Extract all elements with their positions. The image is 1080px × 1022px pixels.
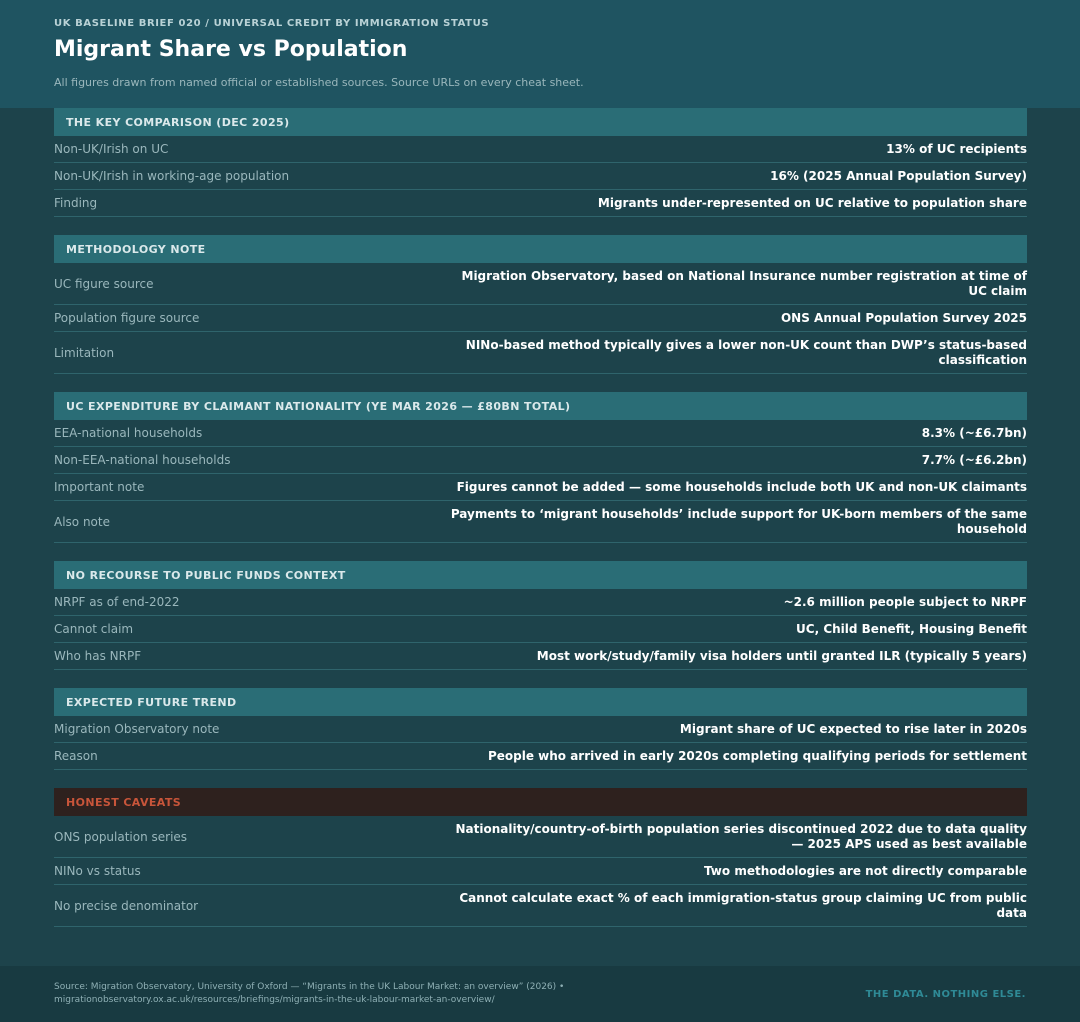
row-label: Population figure source bbox=[54, 311, 200, 325]
table-row: Reason People who arrived in early 2020s … bbox=[54, 743, 1027, 770]
row-label: Non-EEA-national households bbox=[54, 453, 231, 467]
section-heading: UC EXPENDITURE BY CLAIMANT NATIONALITY (… bbox=[54, 392, 1027, 420]
table-row: Non-EEA-national households 7.7% (~£6.2bn… bbox=[54, 447, 1027, 474]
row-value: Migrant share of UC expected to rise lat… bbox=[679, 721, 1027, 736]
row-label: Also note bbox=[54, 514, 110, 529]
row-value: Most work/study/family visa holders unti… bbox=[536, 648, 1027, 663]
table-row: NRPF as of end-2022 ~2.6 million people s… bbox=[54, 589, 1027, 616]
row-value: Migrants under-represented on UC relativ… bbox=[597, 195, 1027, 210]
page-title: Migrant Share vs Population bbox=[54, 37, 408, 62]
section-heading: THE KEY COMPARISON (DEC 2025) bbox=[54, 108, 1027, 136]
section: NO RECOURSE TO PUBLIC FUNDS CONTEXT NRPF … bbox=[54, 561, 1027, 670]
row-value: Figures cannot be added — some household… bbox=[456, 479, 1027, 494]
table-row: Non-UK/Irish on UC 13% of UC recipients bbox=[54, 136, 1027, 163]
row-label: EEA-national households bbox=[54, 426, 203, 440]
row-value: People who arrived in early 2020s comple… bbox=[487, 748, 1027, 763]
row-label: UC figure source bbox=[54, 276, 154, 291]
row-value: Nationality/country-of-birth population … bbox=[455, 821, 1027, 851]
section-heading: METHODOLOGY NOTE bbox=[54, 235, 1027, 263]
row-value: ~2.6 million people subject to NRPF bbox=[783, 594, 1027, 609]
section: HONEST CAVEATS ONS population series Natio… bbox=[54, 788, 1027, 927]
brief-kicker: UK BASELINE BRIEF 020 / UNIVERSAL CREDIT… bbox=[54, 18, 490, 29]
section-heading: NO RECOURSE TO PUBLIC FUNDS CONTEXT bbox=[54, 561, 1027, 589]
row-value: Migration Observatory, based on National… bbox=[461, 268, 1028, 298]
row-value: ONS Annual Population Survey 2025 bbox=[780, 310, 1027, 325]
content-sections: THE KEY COMPARISON (DEC 2025) Non-UK/Iris… bbox=[54, 108, 1027, 945]
row-label: Cannot claim bbox=[54, 622, 134, 636]
row-value: NINo-based method typically gives a lowe… bbox=[465, 337, 1027, 367]
row-label: Limitation bbox=[54, 345, 115, 360]
row-value: Cannot calculate exact % of each immigra… bbox=[459, 890, 1027, 920]
table-row: Who has NRPF Most work/study/family visa … bbox=[54, 643, 1027, 670]
table-row: No precise denominator Cannot calculate e… bbox=[54, 885, 1027, 927]
row-label: Non-UK/Irish on UC bbox=[54, 142, 169, 156]
row-label: Non-UK/Irish in working-age population bbox=[54, 169, 290, 183]
page-header: UK BASELINE BRIEF 020 / UNIVERSAL CREDIT… bbox=[0, 0, 1080, 108]
page-footer: Source: Migration Observatory, Universit… bbox=[0, 966, 1080, 1022]
table-row: Also note Payments to ‘migrant households… bbox=[54, 501, 1027, 543]
table-row: Migration Observatory note Migrant share … bbox=[54, 716, 1027, 743]
row-value: 7.7% (~£6.2bn) bbox=[921, 452, 1027, 467]
table-row: EEA-national households 8.3% (~£6.7bn) bbox=[54, 420, 1027, 447]
table-row: NINo vs status Two methodologies are not … bbox=[54, 858, 1027, 885]
row-value: 13% of UC recipients bbox=[886, 141, 1027, 156]
page-subtitle: All figures drawn from named official or… bbox=[54, 76, 584, 89]
row-label: NINo vs status bbox=[54, 864, 141, 878]
row-value: UC, Child Benefit, Housing Benefit bbox=[796, 621, 1027, 636]
table-row: Non-UK/Irish in working-age population 16… bbox=[54, 163, 1027, 190]
row-value: Payments to ‘migrant households’ include… bbox=[450, 506, 1027, 536]
footer-tagline: THE DATA. NOTHING ELSE. bbox=[865, 988, 1026, 1000]
row-label: No precise denominator bbox=[54, 898, 199, 913]
section: METHODOLOGY NOTE UC figure source Migratio… bbox=[54, 235, 1027, 374]
section: UC EXPENDITURE BY CLAIMANT NATIONALITY (… bbox=[54, 392, 1027, 543]
table-row: Limitation NINo-based method typically gi… bbox=[54, 332, 1027, 374]
table-row: Finding Migrants under-represented on UC … bbox=[54, 190, 1027, 217]
section: THE KEY COMPARISON (DEC 2025) Non-UK/Iris… bbox=[54, 108, 1027, 217]
section: EXPECTED FUTURE TREND Migration Observato… bbox=[54, 688, 1027, 770]
row-label: ONS population series bbox=[54, 829, 188, 844]
section-heading: EXPECTED FUTURE TREND bbox=[54, 688, 1027, 716]
section-heading: HONEST CAVEATS bbox=[54, 788, 1027, 816]
row-label: Who has NRPF bbox=[54, 649, 142, 663]
row-label: Finding bbox=[54, 196, 98, 210]
source-citation: Source: Migration Observatory, Universit… bbox=[54, 982, 565, 1005]
row-value: 16% (2025 Annual Population Survey) bbox=[770, 168, 1027, 183]
row-label: NRPF as of end-2022 bbox=[54, 595, 180, 609]
row-label: Migration Observatory note bbox=[54, 722, 220, 736]
row-value: 8.3% (~£6.7bn) bbox=[921, 425, 1027, 440]
table-row: ONS population series Nationality/country… bbox=[54, 816, 1027, 858]
table-row: Important note Figures cannot be added — … bbox=[54, 474, 1027, 501]
table-row: Population figure source ONS Annual Popul… bbox=[54, 305, 1027, 332]
row-label: Important note bbox=[54, 480, 145, 494]
row-value: Two methodologies are not directly compa… bbox=[703, 863, 1027, 878]
table-row: Cannot claim UC, Child Benefit, Housing B… bbox=[54, 616, 1027, 643]
table-row: UC figure source Migration Observatory, b… bbox=[54, 263, 1027, 305]
row-label: Reason bbox=[54, 749, 98, 763]
